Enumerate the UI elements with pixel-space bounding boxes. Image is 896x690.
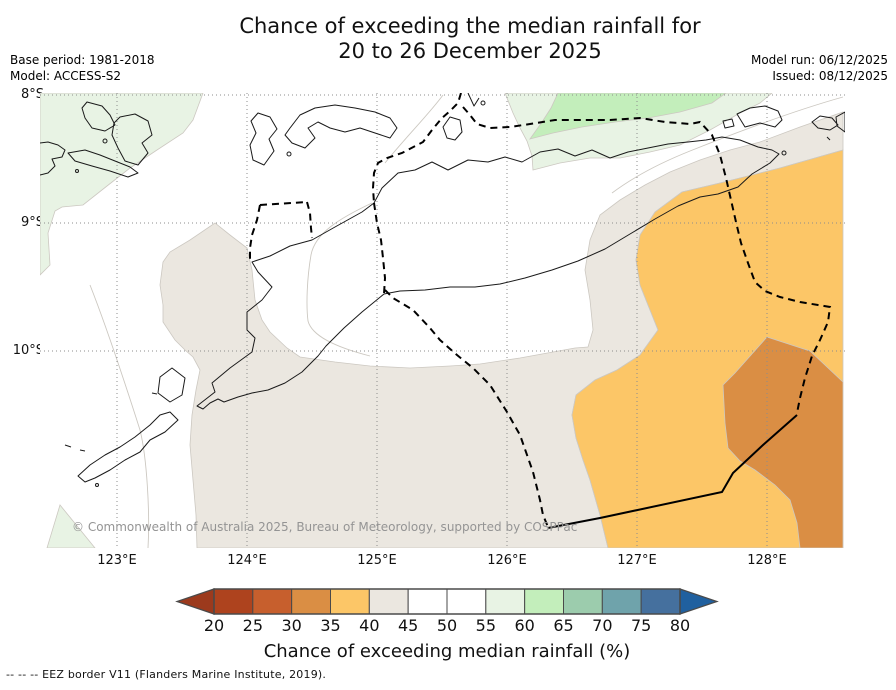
coastline-islet-b [75, 169, 79, 173]
lat-label-9s: 9°S [20, 215, 44, 230]
page-title: Chance of exceeding the median rainfall … [44, 14, 896, 64]
colorbar-tick-35: 35 [320, 616, 341, 635]
eez-dash-symbol: -- -- -- [6, 668, 39, 681]
coastline-alor [284, 104, 398, 149]
coastline-lembata [111, 113, 153, 166]
colorbar-left-arrow [175, 588, 215, 615]
band-60-65-green-north [529, 93, 727, 140]
model-text: Model: ACCESS-S2 [10, 69, 122, 83]
colorbar-cell-45-50 [407, 588, 448, 615]
colorbar-cell-55-60 [485, 588, 526, 615]
coastline-semau [157, 367, 186, 403]
model-run-text: Model run: 06/12/2025 [750, 53, 888, 67]
colorbar-tick-50: 50 [436, 616, 458, 635]
lat-label-8s: 8°S [20, 87, 44, 102]
footnote: -- -- -- EEZ border V11 (Flanders Marine… [6, 668, 326, 681]
coastline-rote [77, 411, 179, 483]
lon-label-128e: 128°E [747, 553, 787, 568]
lon-label-125e: 125°E [357, 553, 397, 568]
title-line2: 20 to 26 December 2025 [338, 39, 602, 63]
contour-50pct-central-loop [306, 202, 373, 357]
coastline-islet-south-rote [95, 483, 99, 487]
colorbar-cell-60-65 [524, 588, 565, 615]
contour-lines [89, 94, 844, 548]
colorbar-cell-35-40 [330, 588, 370, 615]
colorbar-frame [213, 588, 681, 615]
probability-bands [40, 93, 844, 548]
colorbar-label: Chance of exceeding median rainfall (%) [263, 641, 631, 662]
colorbar-cell-70-75 [601, 588, 642, 615]
colorbar-tick-30: 30 [281, 616, 302, 635]
eez-border-solid-south [547, 414, 798, 529]
lat-label-10s: 10°S [12, 343, 44, 358]
eez-border-dashed-southeast [384, 289, 549, 528]
colorbar-tick-55: 55 [475, 616, 497, 635]
eez-border-dashed-north [371, 93, 462, 295]
colorbar-tick-40: 40 [359, 616, 380, 635]
title-line1: Chance of exceeding the median rainfall … [239, 14, 701, 38]
coastline-liran [467, 93, 480, 107]
coastline-solor [67, 149, 139, 178]
coastline-islet-a [102, 138, 108, 144]
colorbar-tick-80: 80 [669, 616, 691, 635]
band-30-35-dark-orange [722, 336, 844, 548]
footnote-text: EEZ border V11 (Flanders Marine Institut… [42, 668, 327, 681]
contour-50pct-northeast [611, 96, 844, 194]
colorbar-cell-65-70 [563, 588, 603, 615]
colorbar-tick-45: 45 [397, 616, 419, 635]
coastline-islet-alor [286, 151, 292, 157]
map-copyright: © Commonwealth of Australia 2025, Bureau… [72, 520, 578, 534]
colorbar-cell-40-45 [368, 588, 409, 615]
base-period-text: Base period: 1981-2018 [10, 53, 155, 67]
band-55-60-pale-green-southwest [46, 504, 96, 548]
colorbar-tick-20: 20 [203, 616, 225, 635]
contour-50pct-north [384, 94, 444, 164]
colorbar-tick-60: 60 [514, 616, 535, 635]
contour-50pct-west [89, 284, 150, 548]
colorbar-cell-30-35 [291, 588, 331, 615]
coastline-islet-liran [480, 100, 486, 106]
probability-map [40, 93, 845, 548]
colorbar-tick-75: 75 [630, 616, 652, 635]
lon-label-123e: 123°E [97, 553, 137, 568]
coastline-flores-edge [40, 141, 66, 176]
lon-label-127e: 127°E [617, 553, 657, 568]
eez-border-dashed-oecusse [249, 201, 313, 261]
run-metadata-right: Model run: 06/12/2025 Issued: 08/12/2025 [751, 52, 888, 84]
coastline-atauro [442, 116, 463, 141]
eez-border [249, 93, 832, 529]
coastline-romang-group [722, 105, 845, 141]
colorbar-cell-25-30 [252, 588, 293, 615]
colorbar-cell-50-55 [446, 588, 487, 615]
coastline-adonara [81, 101, 116, 132]
issued-text: Issued: 08/12/2025 [772, 69, 888, 83]
colorbar [175, 588, 719, 615]
band-55-60-pale-green-west [40, 93, 204, 276]
coastline-small-islets-southwest [64, 392, 158, 452]
colorbar-cells [213, 588, 681, 615]
colorbar-cell-75-80 [640, 588, 681, 615]
colorbar-tick-65: 65 [553, 616, 574, 635]
colorbar-tick-70: 70 [592, 616, 613, 635]
lon-label-126e: 126°E [487, 553, 527, 568]
colorbar-right-arrow [679, 588, 719, 615]
lon-label-124e: 124°E [227, 553, 267, 568]
coastline-pantar [249, 112, 278, 166]
coastline-jaco-islet [781, 150, 787, 156]
colorbar-cell-20-25 [213, 588, 254, 615]
colorbar-tick-25: 25 [242, 616, 264, 635]
run-metadata-left: Base period: 1981-2018 Model: ACCESS-S2 [10, 52, 155, 84]
